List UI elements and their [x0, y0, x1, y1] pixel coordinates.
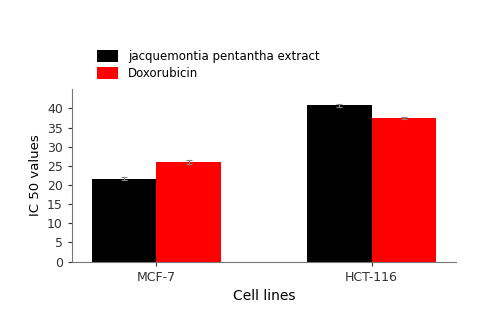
Bar	[156, 162, 221, 262]
Bar	[92, 179, 156, 262]
Y-axis label: IC 50 values: IC 50 values	[28, 135, 42, 216]
X-axis label: Cell lines: Cell lines	[233, 289, 295, 303]
Bar	[307, 105, 372, 262]
Bar	[372, 118, 436, 262]
Legend: jacquemontia pentantha extract, Doxorubicin: jacquemontia pentantha extract, Doxorubi…	[97, 50, 319, 80]
